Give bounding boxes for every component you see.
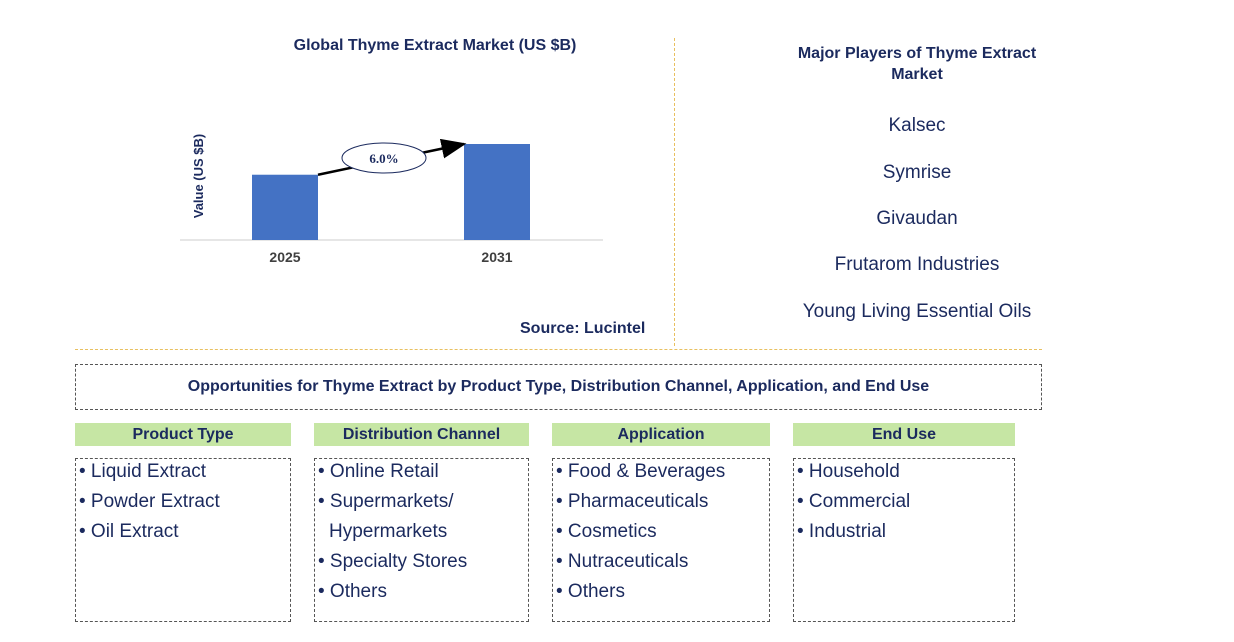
- players-title: Major Players of Thyme Extract Market: [797, 45, 1037, 83]
- player-kalsec: Kalsec: [888, 115, 946, 136]
- list-item: • Others: [556, 581, 625, 602]
- opportunities-title: Opportunities for Thyme Extract by Produ…: [75, 364, 1042, 410]
- list-item: • Supermarkets/: [318, 491, 454, 512]
- player-givaudan: Givaudan: [876, 208, 958, 229]
- list-item: Hypermarkets: [329, 521, 448, 542]
- category-header-end-use: End Use: [793, 423, 1015, 446]
- horizontal-divider: [75, 349, 1042, 350]
- list-item: • Others: [318, 581, 387, 602]
- cagr-label: 6.0%: [369, 151, 398, 166]
- list-item: • Oil Extract: [79, 521, 179, 542]
- player-frutarom: Frutarom Industries: [834, 254, 1000, 275]
- vertical-divider: [674, 38, 675, 346]
- chart-title: Global Thyme Extract Market (US $B): [293, 37, 577, 54]
- list-item: • Food & Beverages: [556, 461, 726, 482]
- category-box-application: • Food & Beverages • Pharmaceuticals • C…: [552, 458, 770, 622]
- list-item: • Pharmaceuticals: [556, 491, 709, 512]
- bar-chart: Value (US $B) 2025 2031 6.0%: [180, 134, 603, 265]
- player-young-living: Young Living Essential Oils: [802, 301, 1032, 322]
- cagr-bubble: [341, 142, 427, 174]
- category-box-end-use: • Household • Commercial • Industrial: [793, 458, 1015, 622]
- list-item: • Nutraceuticals: [556, 551, 689, 572]
- category-header-application: Application: [552, 423, 770, 446]
- category-header-distribution-channel: Distribution Channel: [314, 423, 529, 446]
- list-item: • Industrial: [797, 521, 887, 542]
- category-header-product-type: Product Type: [75, 423, 291, 446]
- x-tick-label: 2031: [481, 249, 512, 265]
- list-item: • Cosmetics: [556, 521, 657, 542]
- list-item: • Household: [797, 461, 900, 482]
- list-item: • Liquid Extract: [79, 461, 207, 482]
- bar-2031: [464, 144, 530, 240]
- source-label: Source: Lucintel: [520, 320, 646, 337]
- y-axis-label: Value (US $B): [191, 134, 206, 219]
- list-item: • Specialty Stores: [318, 551, 468, 572]
- category-box-product-type: • Liquid Extract • Powder Extract • Oil …: [75, 458, 291, 622]
- list-item: • Commercial: [797, 491, 911, 512]
- x-tick-label: 2025: [269, 249, 300, 265]
- category-box-distribution-channel: • Online Retail • Supermarkets/ Hypermar…: [314, 458, 529, 622]
- player-symrise: Symrise: [882, 162, 952, 183]
- list-item: • Online Retail: [318, 461, 439, 482]
- list-item: • Powder Extract: [79, 491, 220, 512]
- bar-2025: [252, 174, 318, 240]
